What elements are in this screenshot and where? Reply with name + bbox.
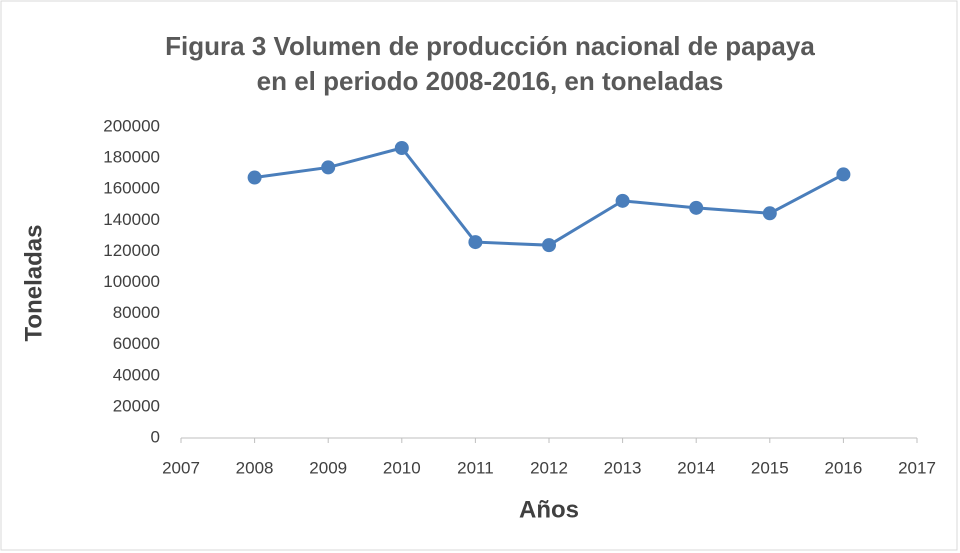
marker — [321, 160, 336, 175]
chart-title: Figura 3 Volumen de producción nacional … — [165, 31, 815, 61]
y-tick-label: 0 — [151, 427, 160, 446]
y-tick-label: 120000 — [103, 241, 160, 260]
marker — [762, 206, 777, 221]
x-axis-title: Años — [519, 496, 579, 523]
y-tick-label: 200000 — [103, 116, 160, 135]
marker — [689, 200, 704, 215]
x-tick-label: 2015 — [751, 458, 789, 477]
marker — [615, 193, 630, 208]
marker — [247, 170, 262, 185]
marker — [394, 140, 409, 155]
x-tick-label: 2013 — [604, 458, 642, 477]
y-tick-label: 20000 — [113, 396, 160, 415]
y-tick-label: 80000 — [113, 303, 160, 322]
x-tick-label: 2008 — [236, 458, 274, 477]
marker — [468, 235, 483, 250]
chart-title: en el periodo 2008-2016, en toneladas — [257, 66, 724, 96]
y-tick-label: 40000 — [113, 365, 160, 384]
x-tick-label: 2014 — [677, 458, 715, 477]
y-tick-label: 180000 — [103, 148, 160, 167]
y-tick-label: 60000 — [113, 334, 160, 353]
y-tick-label: 100000 — [103, 272, 160, 291]
x-tick-label: 2016 — [824, 458, 862, 477]
x-tick-label: 2009 — [309, 458, 347, 477]
y-tick-label: 160000 — [103, 179, 160, 198]
x-tick-label: 2017 — [898, 458, 936, 477]
x-tick-label: 2012 — [530, 458, 568, 477]
x-tick-label: 2007 — [162, 458, 200, 477]
marker — [836, 167, 851, 182]
y-tick-label: 140000 — [103, 210, 160, 229]
x-tick-label: 2011 — [457, 458, 494, 477]
marker — [542, 238, 556, 253]
y-axis-title: Toneladas — [20, 225, 47, 342]
x-tick-label: 2010 — [383, 458, 421, 477]
